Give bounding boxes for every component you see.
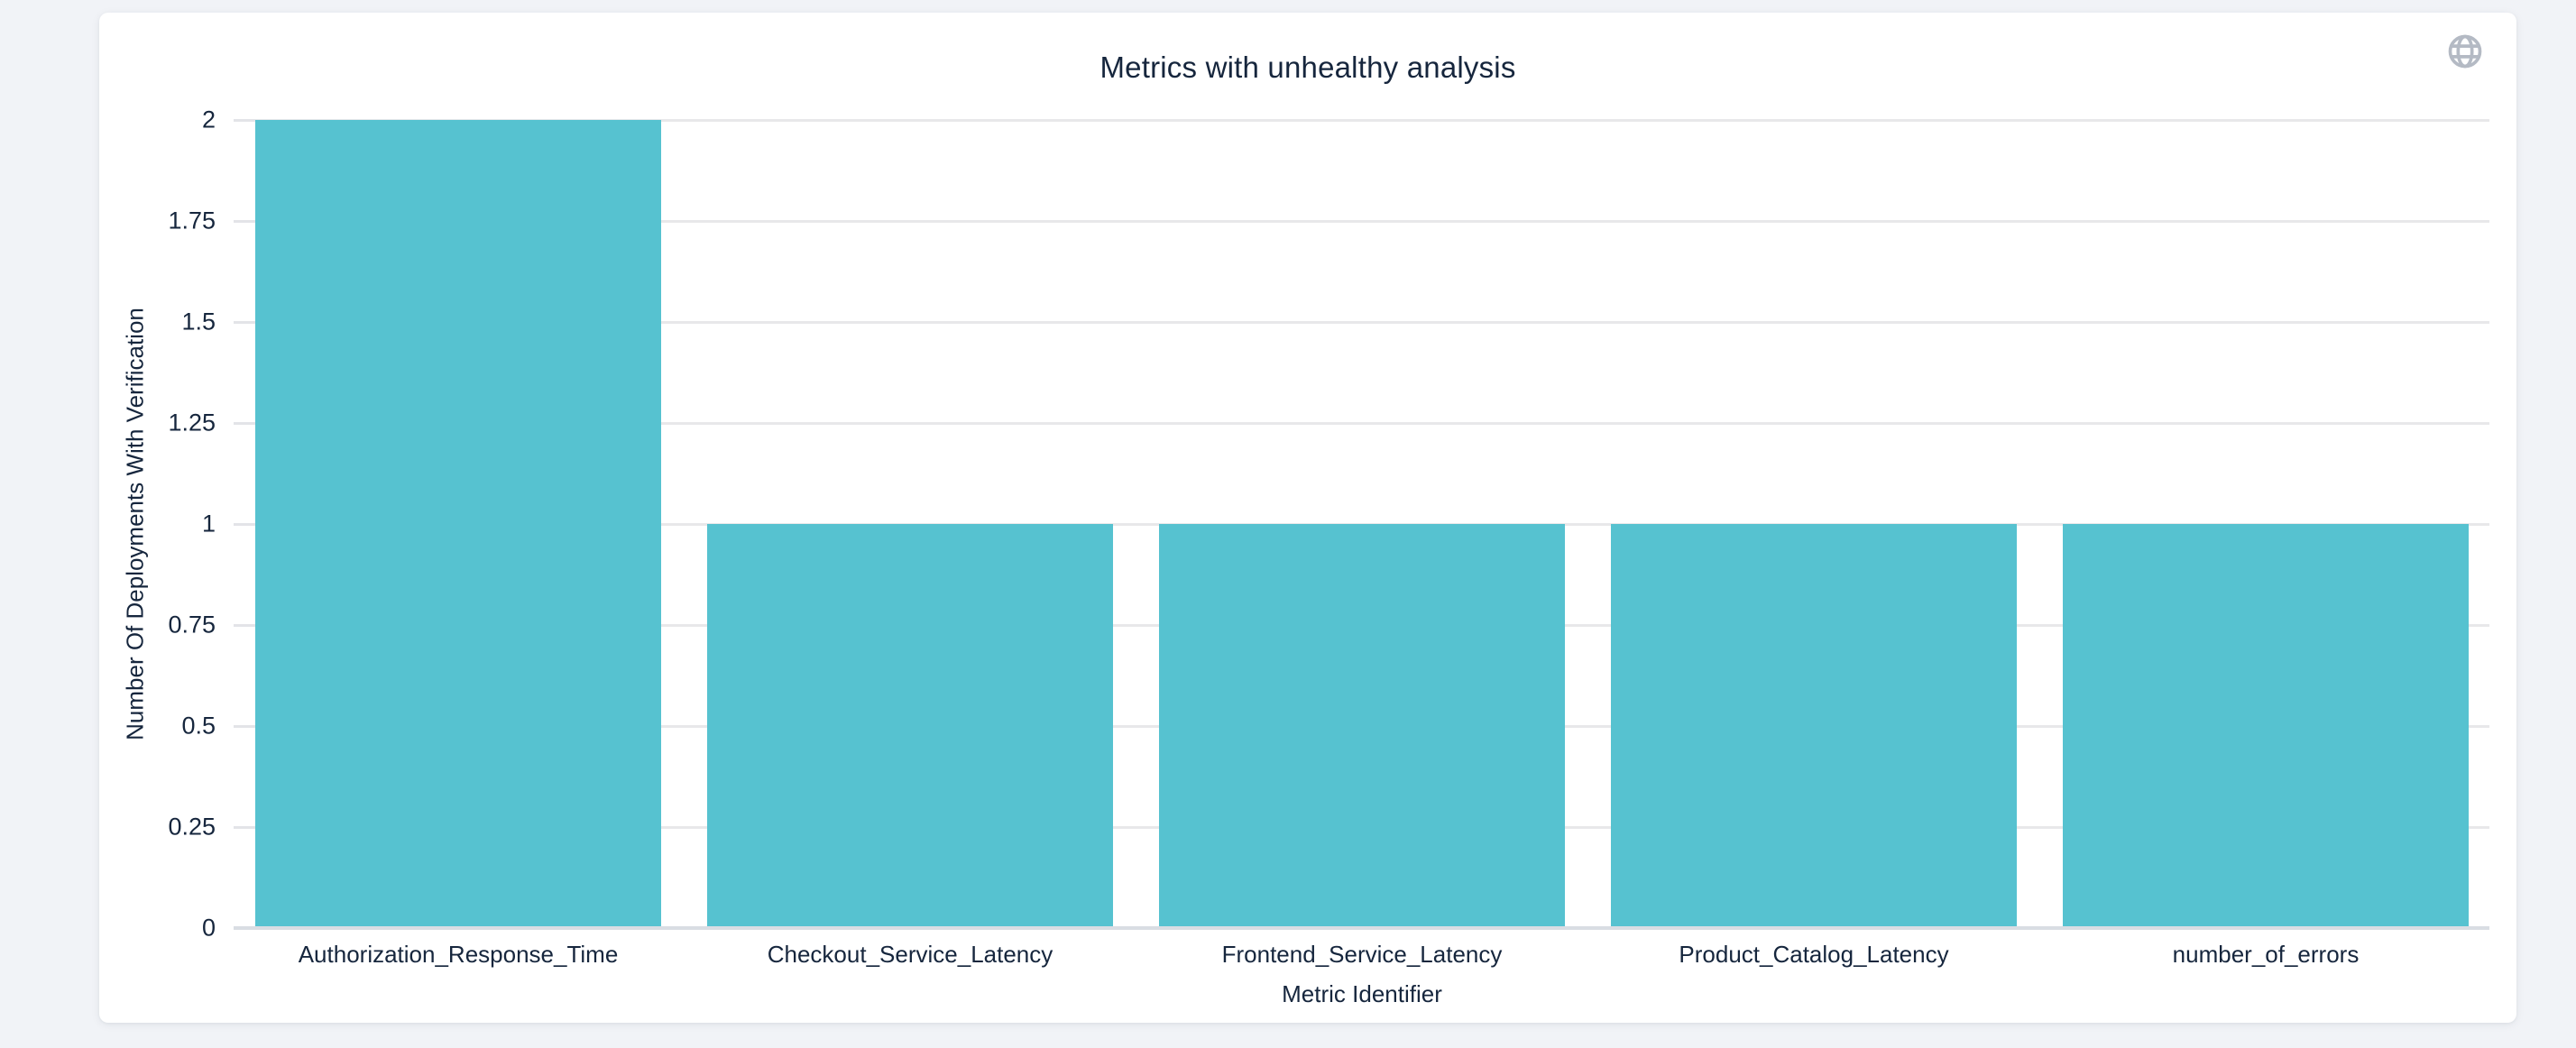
y-axis-tick-label: 2 <box>201 106 216 133</box>
y-axis-tick <box>234 119 255 122</box>
bar-Authorization_Response_Time[interactable] <box>255 120 661 928</box>
y-axis-tick-label: 1.5 <box>181 308 216 336</box>
chart-title: Metrics with unhealthy analysis <box>1099 51 1516 84</box>
y-axis-tick-label: 1.25 <box>168 409 216 437</box>
x-axis-category-label: Frontend_Service_Latency <box>1221 941 1503 968</box>
x-axis-category-label: number_of_errors <box>2172 941 2360 968</box>
y-axis-tick <box>234 826 255 829</box>
globe-icon[interactable] <box>2444 31 2486 72</box>
bar-Checkout_Service_Latency[interactable] <box>707 524 1113 928</box>
y-axis-tick <box>234 624 255 627</box>
y-axis-tick <box>234 321 255 324</box>
globe-icon-svg <box>2448 34 2482 69</box>
chart-card: Metrics with unhealthy analysis Metric I… <box>99 13 2516 1023</box>
gridline-y-2 <box>255 119 2489 122</box>
y-axis-tick <box>234 220 255 223</box>
gridline-y-1.25 <box>255 422 2489 425</box>
y-axis-tick-label: 0.5 <box>181 712 216 740</box>
y-axis-tick-label: 1 <box>201 510 216 538</box>
y-axis-tick <box>234 422 255 425</box>
y-axis-tick <box>234 725 255 728</box>
bar-number_of_errors[interactable] <box>2063 524 2469 928</box>
x-axis-category-label: Authorization_Response_Time <box>298 941 619 968</box>
gridline-y-1.75 <box>255 220 2489 223</box>
y-axis-tick <box>234 523 255 526</box>
bar-Product_Catalog_Latency[interactable] <box>1611 524 2017 928</box>
x-axis-category-label: Product_Catalog_Latency <box>1679 941 1949 968</box>
bar-Frontend_Service_Latency[interactable] <box>1159 524 1565 928</box>
y-axis-tick-label: 0.25 <box>168 813 216 841</box>
y-axis-tick-label: 0 <box>201 914 216 942</box>
x-axis-title: Metric Identifier <box>1282 980 1442 1007</box>
y-axis-tick-label: 0.75 <box>168 611 216 639</box>
x-axis-category-label: Checkout_Service_Latency <box>767 941 1053 968</box>
y-axis-tick-label: 1.75 <box>168 207 216 234</box>
bar-chart-plot-area: Metric Identifier Number Of Deployments … <box>122 106 2489 1007</box>
x-axis-line <box>234 926 2489 930</box>
gridline-y-1.5 <box>255 321 2489 324</box>
